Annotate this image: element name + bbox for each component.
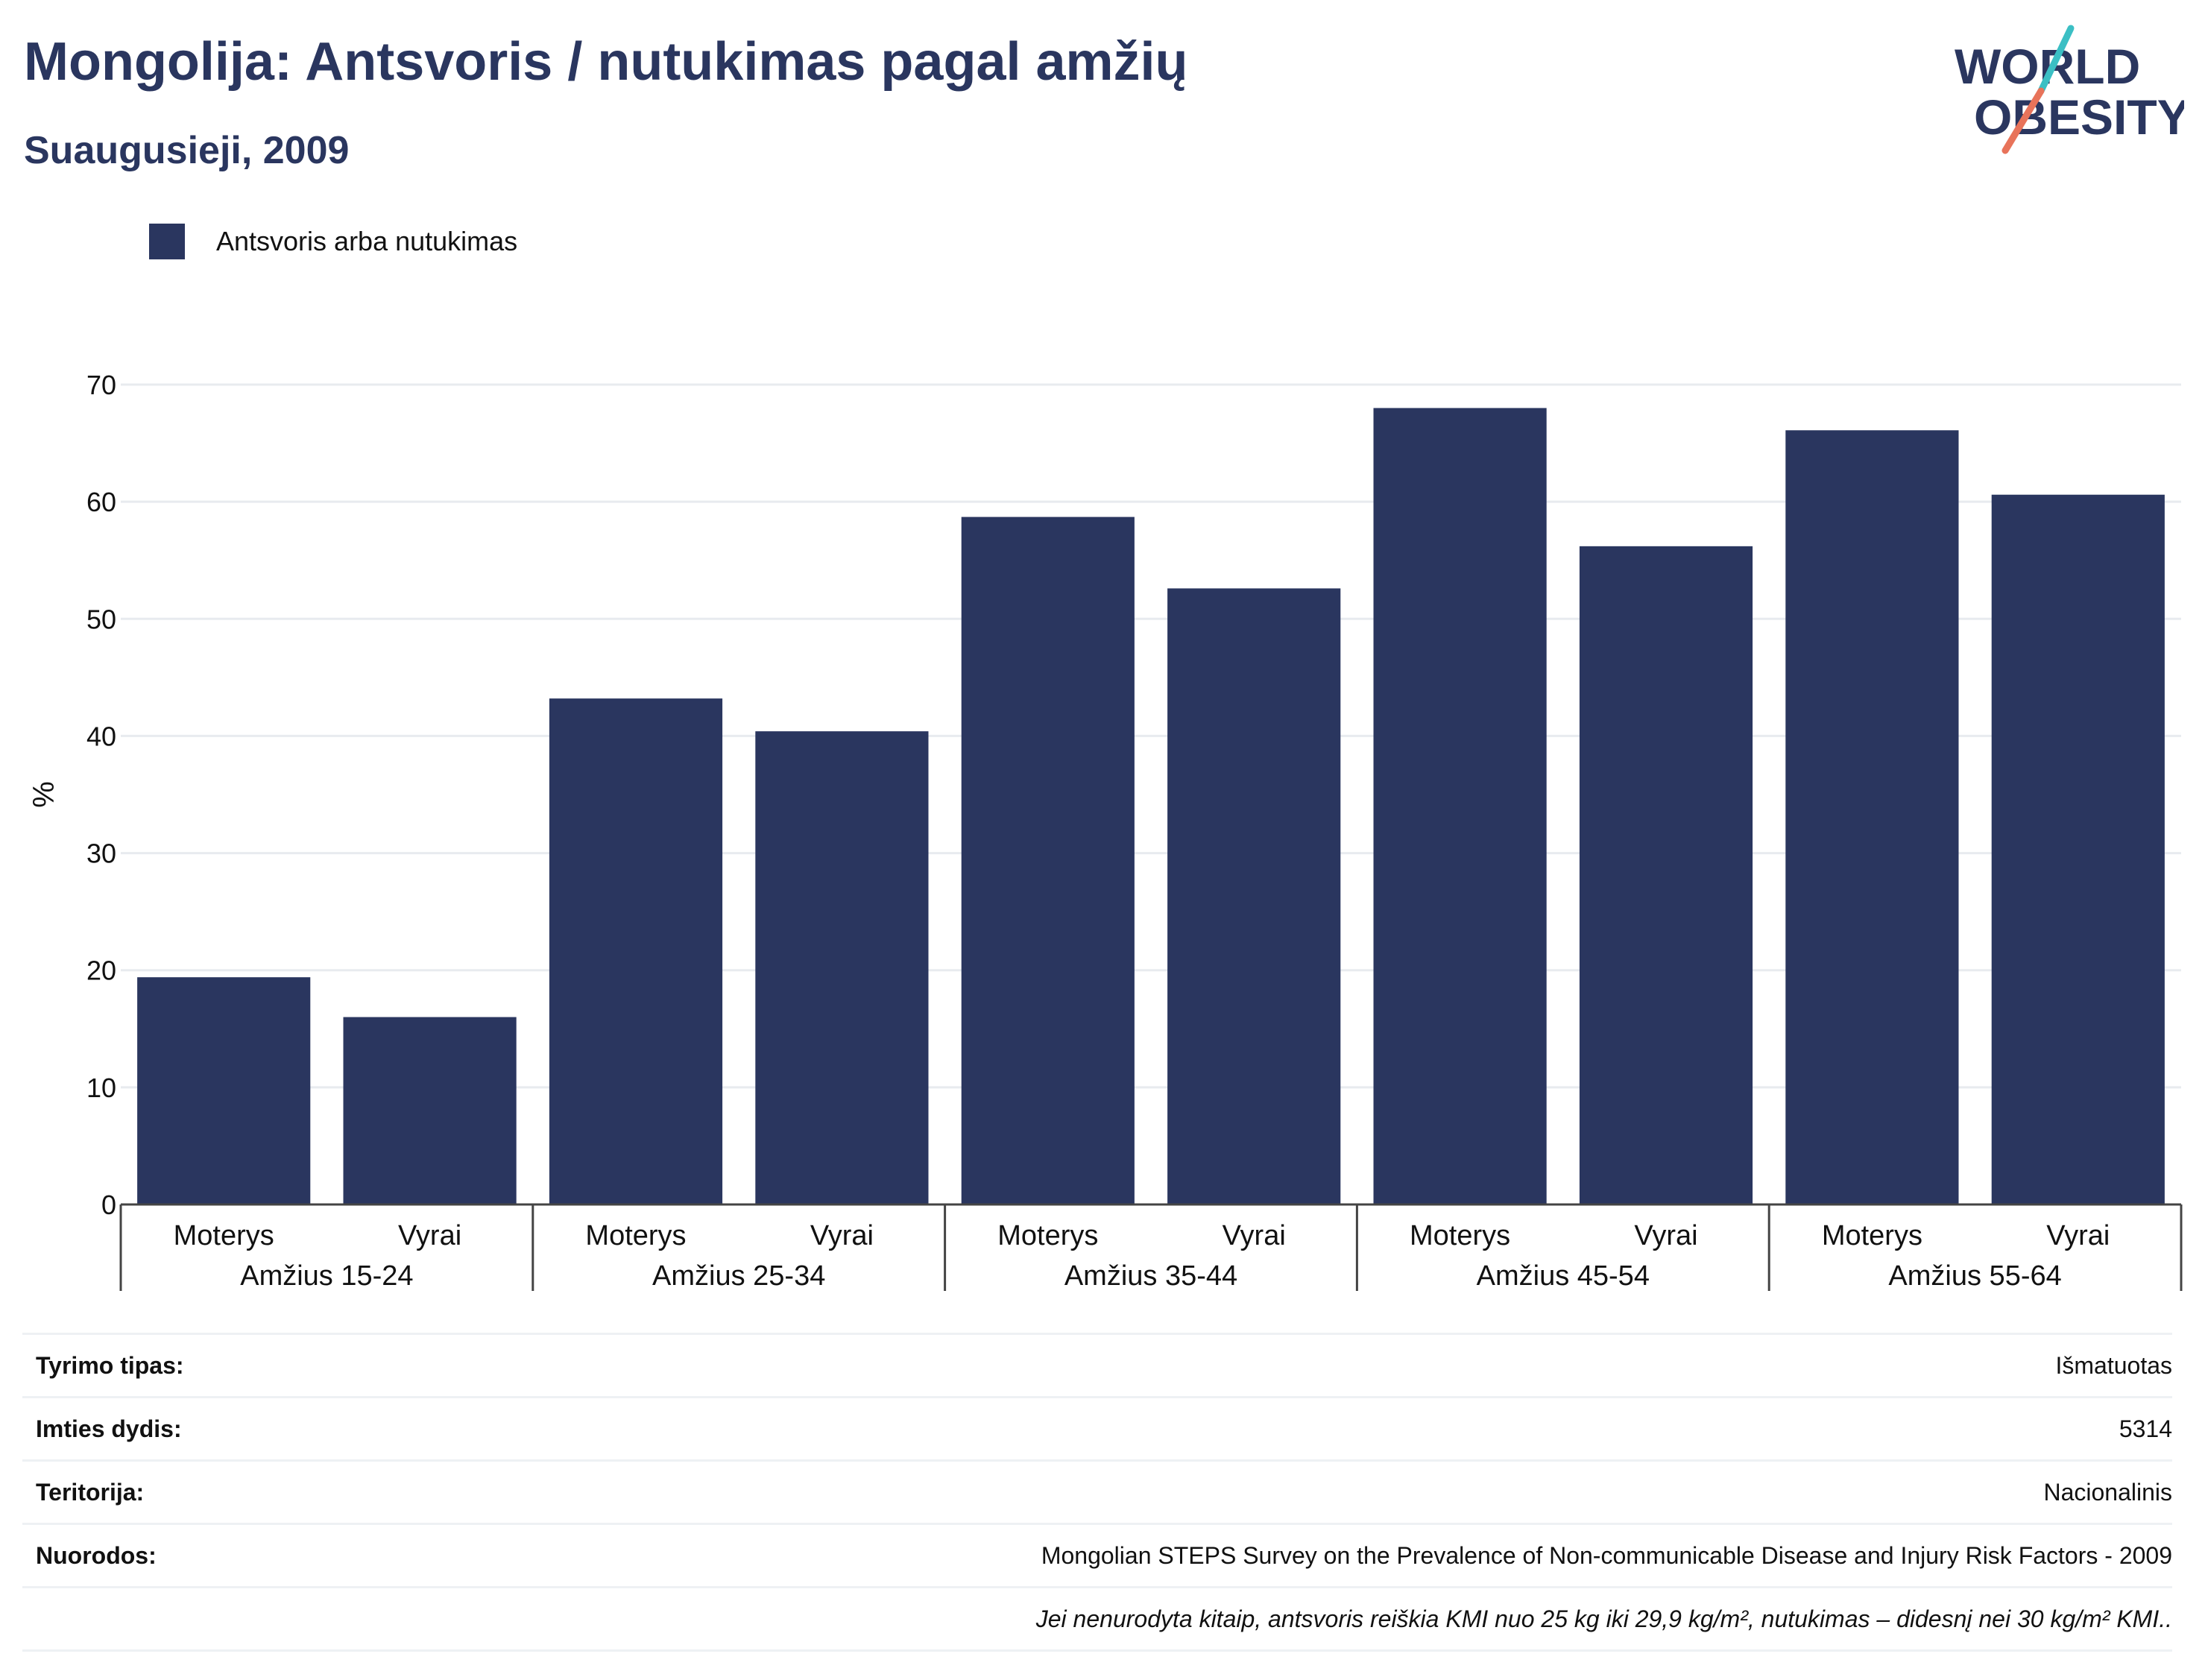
x-axis: Moterys Vyrai Amžius 15-24 Moterys Vyrai Amži… xyxy=(119,1203,2183,1292)
bar xyxy=(1785,430,1959,1205)
x-tick-label: Vyrai xyxy=(2046,1220,2110,1251)
bar xyxy=(755,731,929,1204)
info-row-note: Jei nenurodyta kitaip, antsvoris reiškia… xyxy=(22,1586,2172,1652)
bar xyxy=(961,517,1135,1204)
y-tick-label: 60 xyxy=(86,487,116,517)
info-row-sample-size: Imties dydis: 5314 xyxy=(22,1396,2172,1459)
bar xyxy=(549,698,723,1204)
info-table: Tyrimo tipas: Išmatuotas Imties dydis: 5… xyxy=(22,1333,2172,1652)
group-label: Amžius 25-34 xyxy=(652,1260,825,1292)
info-label: Nuorodos: xyxy=(36,1541,157,1569)
bar xyxy=(343,1017,517,1204)
x-tick-label: Vyrai xyxy=(1634,1220,1697,1251)
chart-title: Mongolija: Antsvoris / nutukimas pagal a… xyxy=(24,32,1188,92)
y-tick-label: 0 xyxy=(101,1190,116,1220)
logo-teal-stroke xyxy=(2037,25,2075,95)
info-value: 5314 xyxy=(2119,1415,2172,1442)
x-tick-label: Vyrai xyxy=(398,1220,461,1251)
chart-subtitle: Suaugusieji, 2009 xyxy=(24,129,350,172)
info-label: Teritorija: xyxy=(36,1478,145,1506)
x-tick-label: Moterys xyxy=(1410,1220,1510,1251)
world-obesity-logo: WORLD OBESITY xyxy=(1955,25,2184,154)
group-label: Amžius 55-64 xyxy=(1888,1260,2061,1292)
group-label: Amžius 45-54 xyxy=(1477,1260,1650,1292)
y-tick-label: 50 xyxy=(86,604,116,634)
info-row-survey-type: Tyrimo tipas: Išmatuotas xyxy=(22,1333,2172,1396)
bar xyxy=(1991,494,2165,1204)
logo-coral-stroke xyxy=(2001,87,2045,154)
bar xyxy=(1373,408,1547,1204)
y-tick-label: 40 xyxy=(86,721,116,751)
legend-swatch xyxy=(149,224,185,259)
info-value: Išmatuotas xyxy=(2055,1351,2172,1379)
info-row-references: Nuorodos: Mongolian STEPS Survey on the … xyxy=(22,1523,2172,1586)
group-label: Amžius 35-44 xyxy=(1064,1260,1237,1292)
x-tick-label: Moterys xyxy=(585,1220,686,1251)
info-row-territory: Teritorija: Nacionalinis xyxy=(22,1459,2172,1523)
info-note: Jei nenurodyta kitaip, antsvoris reiškia… xyxy=(1035,1605,2172,1632)
x-tick-label: Moterys xyxy=(1822,1220,1922,1251)
info-label: Tyrimo tipas: xyxy=(36,1351,184,1379)
y-tick-label: 10 xyxy=(86,1073,116,1103)
y-axis: 0 10 20 30 40 50 60 70% xyxy=(28,370,116,1220)
bar-chart: Antsvoris arba nutukimas 0 10 20 30 40 50 60 70… xyxy=(28,224,2183,1292)
y-tick-label: 70 xyxy=(86,370,116,400)
group-label: Amžius 15-24 xyxy=(240,1260,413,1292)
bar xyxy=(1167,588,1341,1204)
logo-line-2: OBESITY xyxy=(1974,89,2184,145)
info-label: Imties dydis: xyxy=(36,1415,182,1442)
y-tick-label: 30 xyxy=(86,839,116,869)
bar xyxy=(137,977,311,1204)
x-tick-label: Moterys xyxy=(997,1220,1098,1251)
y-axis-label: % xyxy=(28,781,60,808)
x-tick-label: Vyrai xyxy=(1223,1220,1286,1251)
info-value: Nacionalinis xyxy=(2043,1478,2172,1506)
legend-label: Antsvoris arba nutukimas xyxy=(216,226,517,256)
logo-line-1: WORLD xyxy=(1955,39,2140,94)
info-value: Mongolian STEPS Survey on the Prevalence… xyxy=(1041,1541,2172,1569)
x-tick-label: Vyrai xyxy=(810,1220,874,1251)
legend: Antsvoris arba nutukimas xyxy=(149,224,517,259)
bar xyxy=(1579,546,1753,1204)
bars xyxy=(137,408,2165,1205)
x-tick-label: Moterys xyxy=(174,1220,274,1251)
y-tick-label: 20 xyxy=(86,956,116,986)
